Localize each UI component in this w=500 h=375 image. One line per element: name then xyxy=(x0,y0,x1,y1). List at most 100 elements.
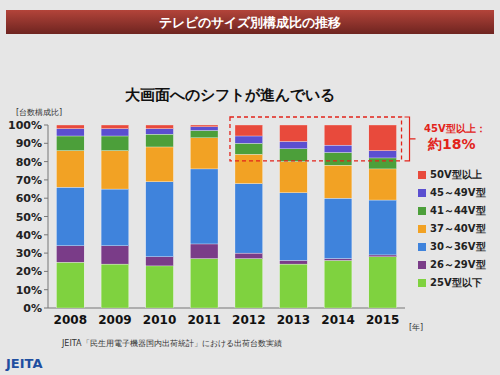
x-tick-label: 2008 xyxy=(54,313,87,327)
bar-segment xyxy=(146,129,174,134)
annotation: 45V型以上： 約18% xyxy=(424,123,486,152)
bar-segment xyxy=(280,162,308,193)
logo: JEITA xyxy=(5,356,42,371)
legend-label: 25V型以下 xyxy=(430,277,482,288)
x-tick-label: 2015 xyxy=(366,313,399,327)
legend-swatch xyxy=(418,225,426,233)
legend-swatch xyxy=(418,189,426,197)
y-tick-label: 50% xyxy=(16,211,42,224)
y-tick-label: 90% xyxy=(16,137,42,150)
bar-segment xyxy=(56,246,84,262)
bar-segment xyxy=(190,169,218,244)
bar-segment xyxy=(280,260,308,264)
bar-segment xyxy=(101,129,129,136)
bar-segment xyxy=(324,260,352,308)
bar-segment xyxy=(280,264,308,308)
y-tick xyxy=(44,308,48,309)
bars xyxy=(56,125,396,308)
source: JEITA「民生用電子機器国内出荷統計」における出荷台数実績 xyxy=(61,339,282,348)
y-tick xyxy=(44,143,48,144)
y-tick-label: 100% xyxy=(8,119,42,132)
bar-segment xyxy=(235,143,263,154)
bar-segment xyxy=(56,187,84,246)
title: テレビのサイズ別構成比の推移 xyxy=(159,15,341,30)
bar-segment xyxy=(190,138,218,169)
x-tick-label: 2013 xyxy=(277,313,310,327)
bar-segment xyxy=(190,259,218,308)
y-tick-label: 70% xyxy=(16,174,42,187)
bar-segment xyxy=(369,257,397,308)
background xyxy=(0,0,500,375)
bar-segment xyxy=(146,147,174,182)
bar-segment xyxy=(146,182,174,257)
bar-segment xyxy=(235,253,263,258)
bar-segment xyxy=(235,125,263,136)
y-tick-label: 40% xyxy=(16,229,42,242)
y-tick-label: 0% xyxy=(23,302,42,315)
bar-segment xyxy=(280,125,308,141)
bar-segment xyxy=(324,125,352,145)
subtitle: 大画面へのシフトが進んでいる xyxy=(125,86,335,104)
y-tick-label: 60% xyxy=(16,192,42,205)
y-tick xyxy=(44,161,48,162)
annotation-line: 約18% xyxy=(427,136,476,152)
bar-segment xyxy=(324,198,352,258)
bar-segment xyxy=(369,200,397,255)
y-tick xyxy=(44,253,48,254)
bar-segment xyxy=(101,151,129,189)
x-tick-label: 2011 xyxy=(187,313,220,327)
bar-segment xyxy=(235,136,263,143)
y-axis-label: [台数構成比] xyxy=(16,108,62,117)
y-tick-label: 20% xyxy=(16,265,42,278)
y-tick-label: 30% xyxy=(16,247,42,260)
bar-segment xyxy=(56,125,84,129)
bar-segment xyxy=(235,184,263,254)
legend-swatch xyxy=(418,171,426,179)
y-tick xyxy=(44,289,48,290)
bar-segment xyxy=(190,244,218,259)
bar-segment xyxy=(101,246,129,264)
bar-segment xyxy=(190,125,218,127)
y-tick xyxy=(44,179,48,180)
legend-label: 30～36V型 xyxy=(430,241,486,252)
annotation-box xyxy=(230,117,402,161)
bar-segment xyxy=(190,127,218,131)
legend-label: 50V型以上 xyxy=(430,169,482,180)
y-tick xyxy=(44,125,48,126)
bar-segment xyxy=(56,262,84,308)
y-tick xyxy=(44,271,48,272)
bar-segment xyxy=(56,129,84,136)
y-tick-label: 80% xyxy=(16,156,42,169)
annotation-line: 45V型以上： xyxy=(424,123,486,134)
bar-segment xyxy=(101,264,129,308)
bar-segment xyxy=(324,165,352,198)
bar-segment xyxy=(56,151,84,188)
bar-segment xyxy=(146,134,174,147)
bar-segment xyxy=(369,158,397,169)
y-tick xyxy=(44,216,48,217)
y-tick xyxy=(44,234,48,235)
header-band xyxy=(6,10,494,34)
bar-segment xyxy=(146,266,174,308)
bar-segment xyxy=(56,136,84,151)
bar-segment xyxy=(369,125,397,151)
x-tick-label: 2012 xyxy=(232,313,265,327)
legend-label: 37～40V型 xyxy=(430,223,486,234)
legend-label: 45～49V型 xyxy=(430,187,486,198)
y-tick xyxy=(44,198,48,199)
bar-segment xyxy=(101,189,129,246)
legend-swatch xyxy=(418,207,426,215)
legend-swatch xyxy=(418,243,426,251)
bar-segment xyxy=(369,151,397,158)
bar-segment xyxy=(190,130,218,137)
x-tick-label: 2009 xyxy=(98,313,131,327)
y-tick-label: 10% xyxy=(16,284,42,297)
bar-segment xyxy=(324,145,352,152)
bar-segment xyxy=(235,259,263,308)
bar-segment xyxy=(280,141,308,148)
legend-swatch xyxy=(418,279,426,287)
chart: テレビのサイズ別構成比の推移大画面へのシフトが進んでいる [台数構成比] 0% 10%… xyxy=(0,0,500,375)
annotation-bracket xyxy=(405,117,416,161)
bar-segment xyxy=(280,149,308,162)
bar-segment xyxy=(324,152,352,165)
